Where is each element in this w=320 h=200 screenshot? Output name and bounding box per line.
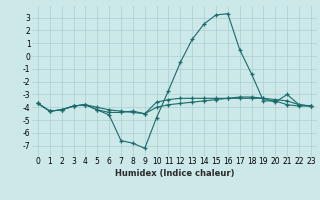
X-axis label: Humidex (Indice chaleur): Humidex (Indice chaleur) [115, 169, 234, 178]
